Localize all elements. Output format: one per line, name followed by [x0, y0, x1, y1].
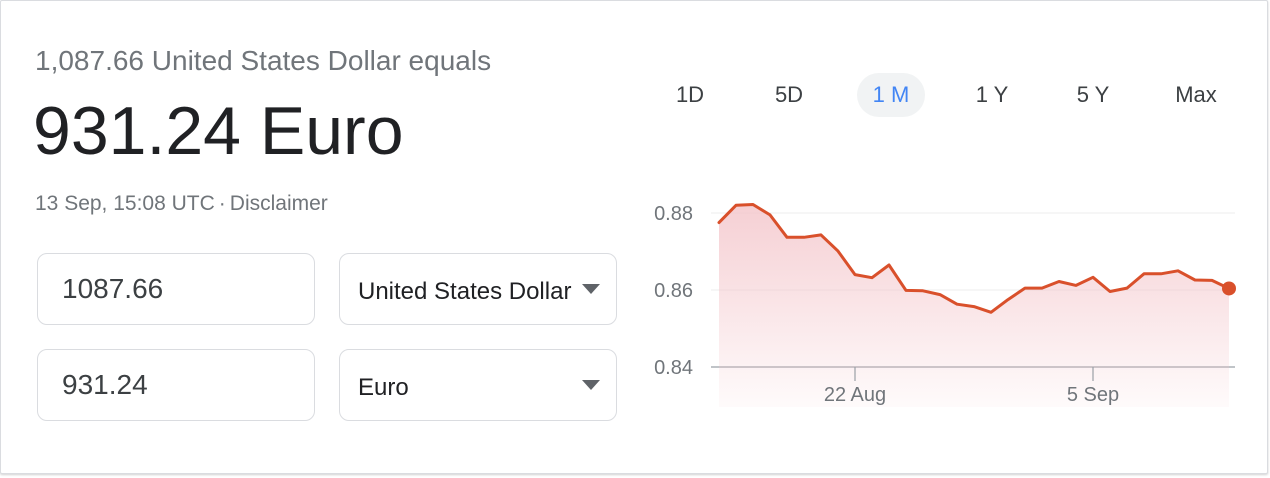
disclaimer-link[interactable]: Disclaimer	[229, 192, 328, 215]
tab-1y[interactable]: 1 Y	[975, 82, 1009, 107]
dropdown-arrow-icon	[582, 284, 600, 294]
from-currency-label: United States Dollar	[358, 278, 572, 305]
y-tick-label: 0.88	[654, 203, 693, 225]
to-amount-field[interactable]	[37, 349, 315, 421]
y-tick-label: 0.86	[654, 280, 693, 302]
tab-max[interactable]: Max	[1175, 82, 1217, 107]
x-tick-label: 22 Aug	[824, 384, 886, 406]
tab-1d[interactable]: 1D	[675, 82, 705, 107]
latest-point-marker	[1222, 281, 1236, 296]
source-amount-text: 1,087.66 United States Dollar equals	[35, 45, 492, 76]
to-currency-select[interactable]: Euro	[339, 349, 617, 421]
exchange-rate-chart: 0.84 0.86 0.88 22 Aug 5 Sep	[654, 203, 1236, 407]
x-tick-label: 5 Sep	[1067, 384, 1119, 406]
chart-area-fill	[719, 204, 1229, 407]
y-tick-label: 0.84	[654, 357, 693, 379]
separator: ·	[218, 192, 226, 215]
from-amount-field[interactable]	[37, 253, 315, 325]
from-currency-select[interactable]: United States Dollar	[339, 253, 617, 325]
from-amount-input[interactable]	[62, 273, 292, 305]
converted-amount-heading: 931.24 Euro	[33, 93, 404, 169]
dropdown-arrow-icon	[582, 380, 600, 390]
rate-timestamp-line: 13 Sep, 15:08 UTC · Disclaimer	[35, 192, 328, 216]
tab-5d[interactable]: 5D	[774, 82, 804, 107]
to-amount-input[interactable]	[62, 369, 292, 401]
chart-series-line	[717, 203, 1231, 314]
timestamp: 13 Sep, 15:08 UTC	[35, 192, 215, 215]
to-currency-label: Euro	[358, 374, 409, 401]
tab-5y[interactable]: 5 Y	[1076, 82, 1110, 107]
tab-1m[interactable]: 1 M	[857, 73, 925, 117]
